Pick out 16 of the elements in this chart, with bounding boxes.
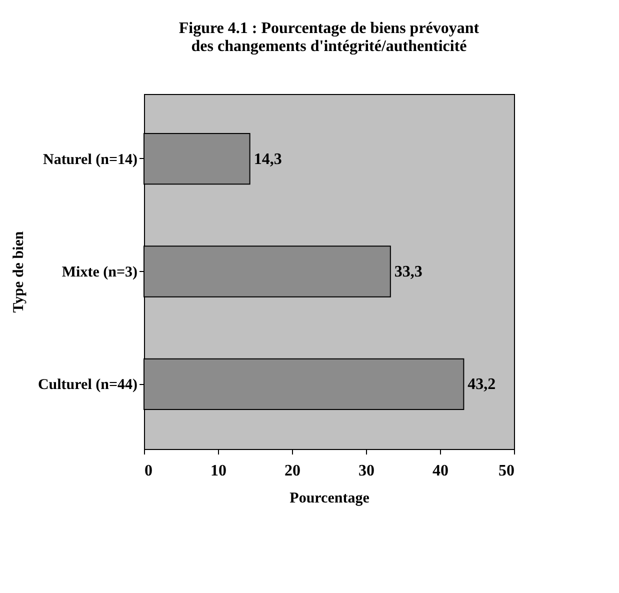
x-tick-label: 50 <box>498 462 514 480</box>
x-tick-label: 40 <box>432 462 448 480</box>
x-axis-title: Pourcentage <box>290 490 370 506</box>
x-tick-label: 0 <box>144 462 152 480</box>
y-tick-label: Naturel (n=14) <box>42 152 138 168</box>
y-tick-label: Culturel (n=44) <box>38 377 138 394</box>
y-axis-title: Type de bien <box>10 230 27 313</box>
x-tick-label: 30 <box>358 462 374 480</box>
text: Figure 4.1 : Pourcentage de biens prévoyant <box>178 20 480 37</box>
data-label: 33,3 <box>394 264 422 280</box>
text: des changements d'intégrité/authenticité <box>191 38 467 55</box>
y-tick-label: Mixte (n=3) <box>62 264 138 280</box>
data-label: 43,2 <box>468 376 496 394</box>
x-tick-label: 10 <box>210 462 226 480</box>
x-tick-label: 20 <box>284 462 300 480</box>
data-label: 14,3 <box>254 150 282 168</box>
